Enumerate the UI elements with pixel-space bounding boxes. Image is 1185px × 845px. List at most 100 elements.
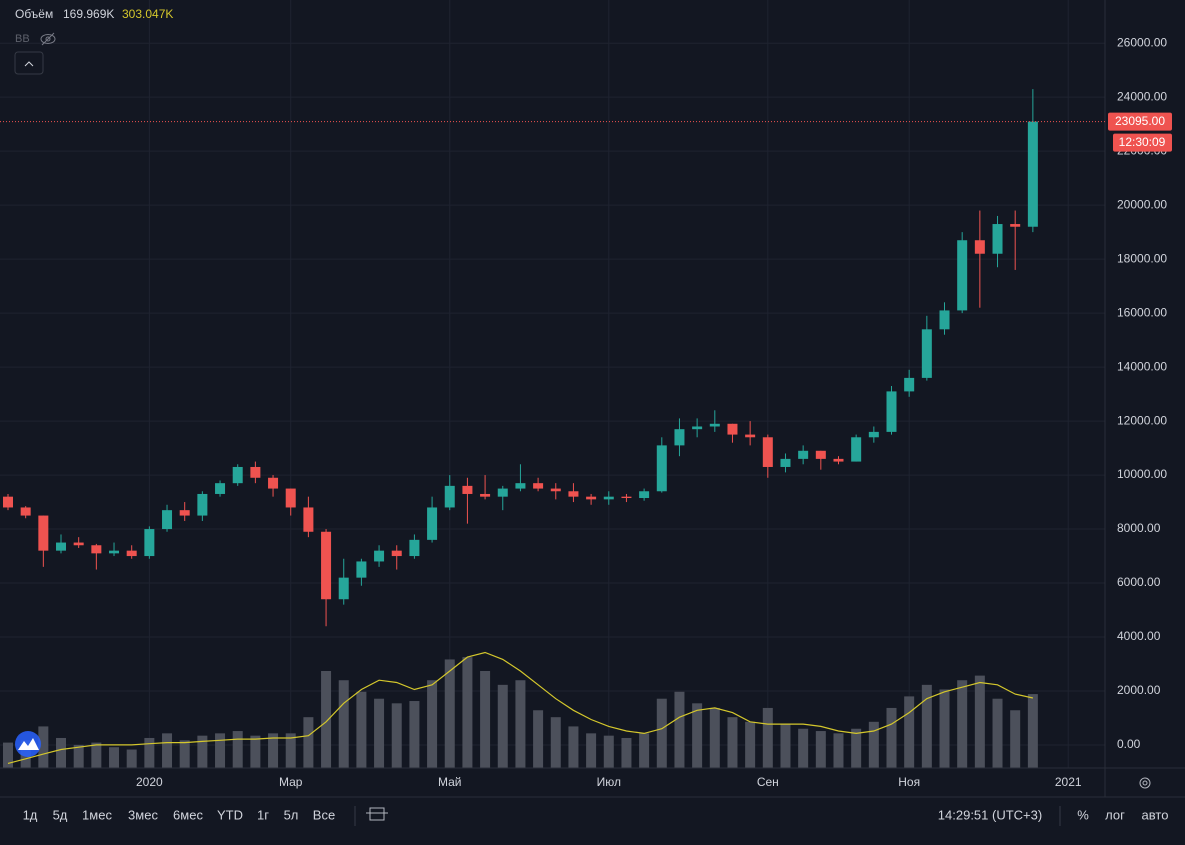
countdown-label: 12:30:09 [1119,135,1166,149]
log-button[interactable]: лог [1105,807,1125,822]
candle-body [38,515,49,551]
candle-body [268,477,279,489]
timeframe-button[interactable]: 1д [23,807,38,822]
candle-body [656,445,667,492]
volume-bar [73,744,84,768]
candle-body [250,466,261,478]
volume-bar [374,698,385,768]
volume-bar [179,740,190,768]
candle-body [568,491,579,497]
countdown-box [1113,133,1172,152]
y-tick-label: 2000.00 [1117,683,1161,697]
volume-bar [303,717,314,768]
clock: 14:29:51 (UTC+3) [938,807,1042,822]
volume-bar [533,710,544,768]
volume-bar [780,724,791,768]
y-tick-label: 20000.00 [1117,197,1167,211]
x-tick-label: Сен [757,775,779,789]
x-tick-label: 2020 [136,775,163,789]
candle-body [533,483,544,489]
volume-bar [568,726,579,768]
collapse-button[interactable] [14,51,44,75]
timeframe-button[interactable]: 6мес [173,807,203,822]
volume-bar [515,680,526,768]
candle-body [20,507,31,516]
volume-bar [1010,710,1021,768]
logo[interactable] [15,731,41,757]
volume-bar [586,733,597,768]
x-tick-label: Ноя [898,775,920,789]
volume-bar [162,733,173,768]
candle-body [321,531,332,600]
candle-body [833,458,844,462]
candle-body [957,240,968,311]
volume-bar [144,737,155,768]
timeframe-button[interactable]: YTD [217,807,243,822]
x-tick-label: Июл [597,775,621,789]
last-price-label: 23095.00 [1115,114,1165,128]
volume-bar [815,731,826,768]
candle-body [674,429,685,446]
candle-body [232,466,243,484]
auto-button[interactable]: авто [1142,807,1169,822]
legend-volume-ma: 303.047K [122,7,173,21]
y-tick-label: 8000.00 [1117,521,1161,535]
volume-bar [674,691,685,768]
y-tick-label: 10000.00 [1117,467,1167,481]
candle-body [480,493,491,497]
volume-bar [285,733,296,768]
volume-bar [232,731,243,768]
volume-bar [91,742,102,768]
settings-icon[interactable] [1139,777,1151,789]
volume-bar [992,698,1003,768]
volume-bar [727,717,738,768]
volume-bar [250,735,261,768]
volume-bar [798,728,809,768]
timeframe-button[interactable]: 1г [257,807,269,822]
candle-body [444,485,455,508]
hide-icon[interactable] [40,32,56,46]
candle-body [391,550,402,557]
timeframe-button[interactable]: 3мес [128,807,158,822]
compare-icon[interactable] [366,807,388,821]
y-tick-label: 12000.00 [1117,413,1167,427]
volume-bar [444,659,455,768]
candle-body [974,240,985,254]
volume-bar [268,733,279,768]
candle-body [56,542,67,551]
x-tick-label: 2021 [1055,775,1082,789]
candle-body [692,426,703,430]
candle-body [1027,121,1038,227]
volume-bar [462,657,473,768]
candle-body [197,493,208,516]
legend-indicator: BB [15,33,30,45]
candle-body [798,450,809,459]
candle-body [462,485,473,494]
volume-bar [886,707,897,768]
y-tick-label: 4000.00 [1117,629,1161,643]
volume-bar [939,689,950,768]
volume-bar [762,707,773,768]
timeframe-button[interactable]: 5л [284,807,299,822]
volume-bar [639,733,650,768]
candle-body [709,423,720,427]
volume-ma-line [7,651,1034,764]
candle-body [780,458,791,467]
timeframe-button[interactable]: Все [313,807,335,822]
percent-button[interactable]: % [1077,807,1089,822]
volume-bar [356,691,367,768]
volume-bar [692,703,703,768]
timeframe-button[interactable]: 1мес [82,807,112,822]
candle-body [73,542,84,546]
volume-bar [974,675,985,768]
volume-bar [904,696,915,768]
candle-body [815,450,826,459]
legend-volume: 169.969K [63,7,114,21]
last-price-box [1108,112,1172,131]
timeframe-button[interactable]: 5д [53,807,68,822]
y-tick-label: 24000.00 [1117,89,1167,103]
candle-body [639,491,650,499]
y-tick-label: 14000.00 [1117,359,1167,373]
